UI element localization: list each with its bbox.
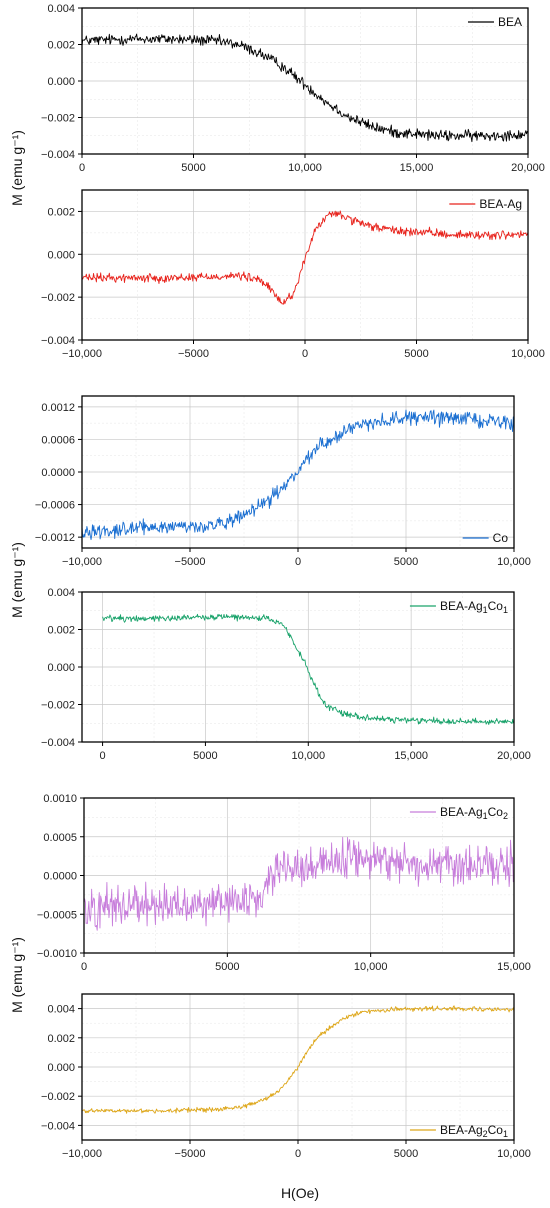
- x-tick-label: 0: [295, 556, 301, 568]
- y-tick-label: 0.004: [47, 3, 75, 15]
- x-tick-label: 0: [295, 1148, 301, 1160]
- x-tick-label: 5000: [394, 556, 418, 568]
- legend: BEA-Ag1Co1: [409, 599, 508, 615]
- y-tick-label: 0.000: [47, 1062, 75, 1074]
- x-tick-label: −10,000: [62, 1148, 102, 1160]
- x-tick-label: 0: [79, 162, 85, 174]
- legend: Co: [462, 531, 509, 545]
- y-tick-label: −0.0012: [35, 532, 75, 544]
- legend-label: BEA: [498, 15, 522, 29]
- y-tick-label: 0.000: [47, 662, 75, 674]
- y-tick-label: 0.004: [47, 1004, 75, 1016]
- y-tick-label: 0.000: [47, 249, 75, 261]
- legend: BEA: [467, 15, 522, 29]
- y-axis-title-top: M (emu g⁻¹): [9, 130, 25, 206]
- series-line-5: [83, 836, 515, 931]
- x-axis-title: H(Oe): [281, 1185, 319, 1201]
- y-tick-label: −0.004: [41, 1120, 75, 1132]
- panel-1: 0 5000 10,000 15,000 20,000 −0.004 −0.002 0.000…: [41, 3, 545, 174]
- x-tick-label: 10,000: [288, 162, 322, 174]
- legend-label: BEA-Ag: [479, 197, 522, 211]
- x-tick-label: 5000: [394, 1148, 418, 1160]
- x-tick-label: 10,000: [291, 750, 325, 762]
- y-tick-label: 0.0000: [43, 871, 77, 883]
- y-tick-label: −0.002: [41, 1091, 75, 1103]
- x-tick-label: 5000: [215, 961, 239, 973]
- legend: BEA-Ag1Co2: [409, 805, 508, 821]
- series-line-2: [81, 210, 529, 305]
- panel-5: 0 5000 10,000 15,000 −0.0010 −0.0005 0.0000 0.0…: [37, 793, 531, 973]
- series-line-6: [81, 1005, 515, 1114]
- y-axis-title-bottom: M (emu g⁻¹): [9, 937, 25, 1013]
- x-tick-label: 5000: [193, 750, 217, 762]
- y-tick-label: −0.004: [41, 149, 75, 161]
- legend-label: BEA-Ag1Co2: [440, 805, 508, 821]
- panel-2: −10,000 −5000 0 5000 10,000 −0.004 −0.002 0.000…: [41, 189, 545, 360]
- x-tick-label: 10,000: [497, 1148, 531, 1160]
- x-tick-label: 5000: [404, 348, 428, 360]
- y-tick-label: −0.0005: [37, 909, 77, 921]
- x-tick-label: −5000: [178, 348, 209, 360]
- legend-label: BEA-Ag2Co1: [440, 1123, 508, 1139]
- x-tick-label: 20,000: [497, 750, 531, 762]
- panel-3: −10,000 −5000 0 5000 10,000 −0.0012 −0.0006 0.0…: [35, 395, 531, 568]
- y-tick-label: −0.002: [41, 292, 75, 304]
- legend: BEA-Ag: [449, 197, 522, 211]
- legend-label: Co: [493, 531, 509, 545]
- y-tick-label: −0.0006: [35, 500, 75, 512]
- x-tick-label: 5000: [181, 162, 205, 174]
- legend: BEA-Ag2Co1: [409, 1123, 508, 1139]
- y-tick-label: 0.0010: [43, 793, 77, 805]
- x-tick-label: 0: [100, 750, 106, 762]
- y-tick-label: 0.002: [47, 1033, 75, 1045]
- x-tick-label: 15,000: [394, 750, 428, 762]
- y-tick-label: 0.004: [47, 587, 75, 599]
- y-tick-label: 0.002: [47, 206, 75, 218]
- panel-4: 0 5000 10,000 15,000 20,000 −0.004 −0.002 0.000…: [41, 587, 531, 762]
- x-tick-label: 0: [302, 348, 308, 360]
- x-tick-label: −5000: [175, 1148, 206, 1160]
- panel-6: −10,000 −5000 0 5000 10,000 −0.004 −0.002 0.000…: [41, 993, 531, 1160]
- x-tick-label: −10,000: [62, 348, 102, 360]
- x-tick-label: 10,000: [497, 556, 531, 568]
- series-line-1: [81, 33, 529, 143]
- y-tick-label: −0.0010: [37, 948, 77, 960]
- y-tick-label: −0.002: [41, 113, 75, 125]
- y-tick-label: 0.002: [47, 625, 75, 637]
- x-tick-label: 0: [81, 961, 87, 973]
- y-tick-label: 0.0005: [43, 832, 77, 844]
- y-tick-label: −0.002: [41, 700, 75, 712]
- y-tick-label: 0.000: [47, 76, 75, 88]
- y-tick-label: 0.0000: [41, 467, 75, 479]
- x-tick-label: 15,000: [400, 162, 434, 174]
- x-tick-label: 10,000: [354, 961, 388, 973]
- y-axis-title-middle: M (emu g⁻¹): [9, 542, 25, 618]
- y-tick-label: 0.0006: [41, 434, 75, 446]
- x-tick-label: 10,000: [511, 348, 545, 360]
- series-line-4: [102, 613, 515, 725]
- y-tick-label: −0.004: [41, 335, 75, 347]
- panels: 0 5000 10,000 15,000 20,000 −0.004 −0.002 0.000…: [35, 3, 545, 1160]
- x-tick-label: −10,000: [62, 556, 102, 568]
- x-tick-label: 20,000: [511, 162, 545, 174]
- x-tick-label: 15,000: [497, 961, 531, 973]
- x-tick-label: −5000: [175, 556, 206, 568]
- legend-label: BEA-Ag1Co1: [440, 599, 508, 615]
- y-tick-label: −0.004: [41, 737, 75, 749]
- y-tick-label: 0.0012: [41, 402, 75, 414]
- y-tick-label: 0.002: [47, 40, 75, 52]
- series-line-3: [81, 409, 515, 541]
